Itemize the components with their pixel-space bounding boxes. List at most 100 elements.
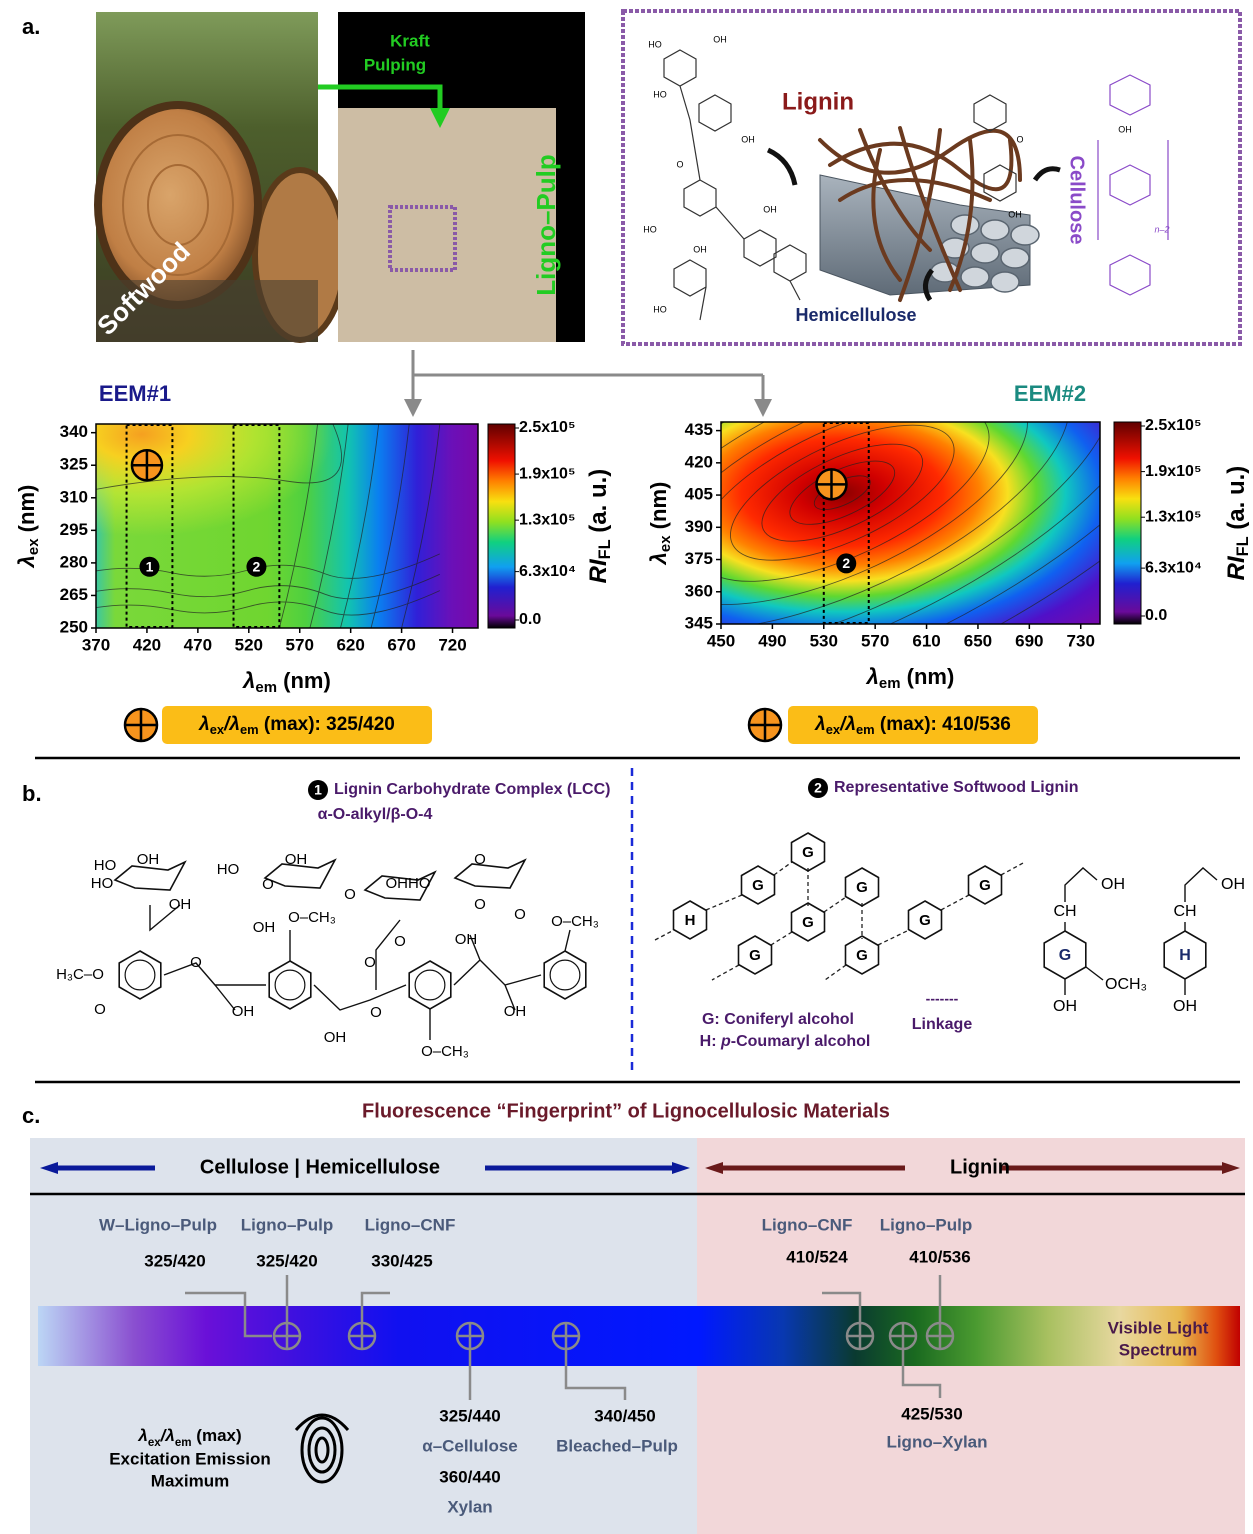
atom-label: O [1016,134,1023,144]
linkage-label: Linkage [912,1016,973,1033]
sample-value: 410/536 [909,1247,970,1266]
atom-label: OCH₃ [1105,976,1147,993]
text-part: em [856,722,875,737]
colorbar-tick-label: 1.9x10⁵ [1145,463,1201,480]
atom-label: OH [253,919,276,936]
sample-name: Ligno–Xylan [886,1432,987,1451]
atom-label: O [190,954,202,971]
colorbar [1114,422,1141,624]
atom-label: OH [693,244,707,254]
y-axis-label: λex (nm) [14,485,42,569]
x-tick-label: 690 [1015,631,1043,650]
panel-label: b. [22,781,42,806]
ring-label: H [685,912,696,929]
ring-label: G [752,877,764,894]
text-part: H: [700,1033,721,1050]
atom-label: OH [232,1003,255,1020]
atom-label: HO [217,861,240,878]
atom-label: OH [504,1003,527,1020]
text-part: /λ [160,1426,175,1445]
linkage [655,862,1025,980]
number-label: 1 [314,782,322,798]
text-part: em [175,1437,192,1449]
x-tick-label: 450 [707,631,735,650]
legend-label: Maximum [151,1471,229,1490]
lignocellulose-scheme [623,11,1240,344]
x-tick-label: 370 [82,635,110,654]
sample-value: 325/440 [439,1406,500,1425]
ring-inner [550,960,580,990]
y-tick-label: 295 [60,520,88,539]
text-part: ex [826,722,841,737]
colorbar-label: RIFL (a. u.) [1223,466,1252,581]
sample-name: Bleached–Pulp [556,1436,678,1455]
text-part: (nm) [14,485,39,539]
y-tick-label: 325 [60,455,88,474]
atom-label: O [474,851,486,868]
pulp-label: Ligno–Pulp [531,154,561,296]
number-label: 2 [814,780,822,796]
legend-h: H: p-Coumaryl alcohol [700,1033,871,1050]
spectrum-marker [847,1323,873,1349]
colorbar-tick-label: 1.3x10⁵ [519,511,575,528]
text-part: (max): [875,714,943,735]
text-part: p [720,1033,731,1050]
atom-label: O–CH₃ [551,913,599,930]
panel-label: c. [22,1103,40,1128]
number-label: 1 [146,559,154,575]
spectrum-marker [457,1323,483,1349]
y-tick-label: 345 [685,613,713,632]
text-part: (a. u.) [1223,466,1250,537]
monomer [1044,868,1103,995]
y-tick-label: 405 [685,485,713,504]
atom-label: HO [643,224,657,234]
atom-label: O [394,933,406,950]
y-tick-label: 420 [685,452,713,471]
text-part: em [255,679,277,696]
atom-label: H₃C–O [56,966,104,983]
lcc-subtitle: α-O-alkyl/β-O-4 [318,806,433,823]
max-value: 325/420 [326,714,395,735]
text-part: λ [137,1426,147,1445]
linkage-symbol: ------- [926,991,959,1007]
x-tick-label: 670 [387,635,415,654]
sample-value: 360/440 [439,1467,500,1486]
atom-label: OH [1118,124,1132,134]
colorbar-tick-label: 2.5x10⁵ [519,419,575,436]
colorbar-tick-label: 1.9x10⁵ [519,465,575,482]
text-part: FL [1234,536,1252,556]
text-part: em [879,675,901,692]
text-part: em [240,722,259,737]
peak-marker [816,469,846,499]
y-tick-label: 280 [60,552,88,571]
spectrum-marker [890,1323,916,1349]
hemicellulose-label: Hemicellulose [795,305,916,325]
peak-marker [132,450,162,480]
monomer [1164,868,1217,995]
atom-label: HO [653,89,667,99]
text-part: /λ [223,714,240,735]
text-part: (nm) [646,482,671,536]
legend-label: Excitation Emission [109,1449,271,1468]
sample-name: W–Ligno–Pulp [99,1215,217,1234]
ring-label: G [749,947,761,964]
connector [413,350,763,375]
lcc-title: Lignin Carbohydrate Complex (LCC) [334,781,610,798]
colorbar-tick-label: 0.0 [519,611,541,628]
colorbar-tick-label: 2.5x10⁵ [1145,417,1201,434]
number-label: 2 [253,559,261,575]
text-part: (nm) [901,664,955,689]
sample-name: Ligno–CNF [762,1215,853,1234]
max-label: λex/λem (max): 410/536 [814,714,1011,737]
atom-label: CH [1053,903,1076,920]
x-tick-label: 490 [758,631,786,650]
zone-header: Cellulose | Hemicellulose [200,1156,440,1178]
atom-label: OH [324,1029,347,1046]
colorbar [488,424,515,628]
atom-label: O [364,954,376,971]
lignin-network [655,833,1025,980]
spectrum-marker [274,1323,300,1349]
text-part: λ [866,664,879,689]
sample-name: Ligno–Pulp [241,1215,334,1234]
colorbar-tick-label: 6.3x10⁴ [1145,559,1202,576]
